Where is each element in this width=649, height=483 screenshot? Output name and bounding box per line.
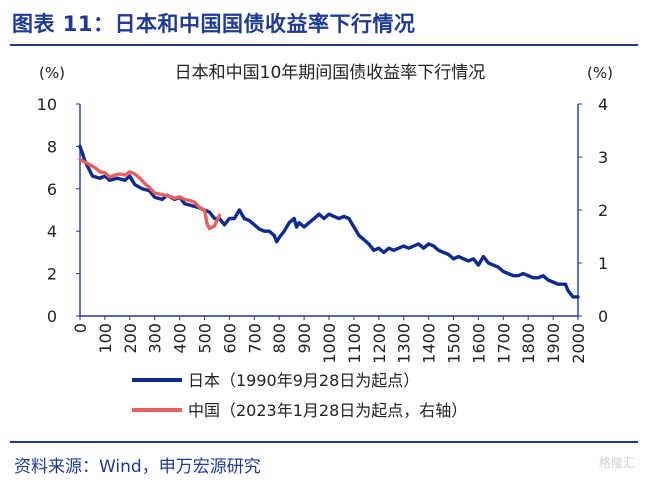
x-tick-label: 1300 (395, 323, 414, 364)
source-note: 资料来源：Wind，申万宏源研究 (14, 457, 261, 477)
left-y-tick-label: 10 (37, 95, 57, 114)
left-axis-unit: (%) (39, 64, 65, 82)
left-y-tick-label: 2 (47, 265, 57, 284)
left-y-tick-label: 6 (47, 180, 57, 199)
chart-container: 日本和中国10年期间国债收益率下行情况 (%) (%) 0 2 4 6 8 10 0 1 2 3 4… (0, 46, 649, 441)
left-y-tick-label: 8 (47, 137, 57, 156)
x-tick-label: 1700 (494, 323, 513, 364)
x-tick-label: 900 (295, 323, 314, 354)
x-tick-label: 1500 (445, 323, 464, 364)
chart-title: 日本和中国10年期间国债收益率下行情况 (175, 63, 486, 83)
x-tick-label: 1400 (420, 323, 439, 364)
left-y-tick-label: 4 (47, 222, 57, 241)
watermark: 格隆汇 (598, 456, 635, 470)
x-tick-label: 1600 (469, 323, 488, 364)
x-tick-label: 700 (245, 323, 264, 354)
right-y-tick-label: 0 (598, 307, 608, 326)
japan-yield-line (78, 144, 580, 299)
x-tick-label: 1900 (544, 323, 563, 364)
x-tick-label: 800 (270, 323, 289, 354)
x-tick-label: 500 (196, 323, 215, 354)
title-rule (10, 44, 638, 46)
figure-title: 图表 11：日本和中国国债收益率下行情况 (12, 12, 416, 36)
x-tick-label: 1100 (345, 323, 364, 364)
line-chart: 日本和中国10年期间国债收益率下行情况 (%) (%) 024681001234… (37, 63, 613, 420)
china-yield-line (78, 157, 222, 231)
x-tick-label: 2000 (569, 323, 588, 364)
right-y-tick-label: 4 (598, 95, 608, 114)
right-axis-unit: (%) (587, 64, 613, 82)
x-tick-label: 400 (171, 323, 190, 354)
right-y-tick-label: 2 (598, 201, 608, 220)
x-tick-label: 600 (220, 323, 239, 354)
legend-label-china: 中国（2023年1月28日为起点，右轴） (188, 401, 467, 420)
right-y-tick-label: 3 (598, 148, 608, 167)
x-tick-label: 1800 (519, 323, 538, 364)
x-tick-label: 200 (121, 323, 140, 354)
x-tick-label: 1200 (370, 323, 389, 364)
x-tick-label: 1000 (320, 323, 339, 364)
left-y-tick-label: 0 (47, 307, 57, 326)
x-tick-label: 100 (96, 323, 115, 354)
right-y-tick-label: 1 (598, 254, 608, 273)
footer-rule (10, 441, 638, 443)
x-tick-label: 300 (146, 323, 165, 354)
legend-label-japan: 日本（1990年9月28日为起点） (188, 371, 419, 390)
x-tick-label: 0 (71, 323, 90, 333)
